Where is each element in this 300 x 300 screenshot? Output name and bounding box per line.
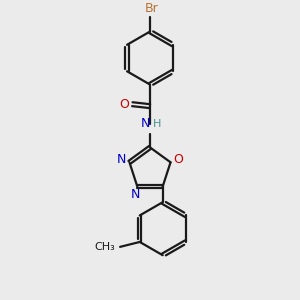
Text: N: N xyxy=(117,153,126,166)
Text: CH₃: CH₃ xyxy=(94,242,115,252)
Text: O: O xyxy=(119,98,129,111)
Text: N: N xyxy=(131,188,140,201)
Text: N: N xyxy=(140,117,150,130)
Text: O: O xyxy=(173,153,183,166)
Text: Br: Br xyxy=(145,2,159,15)
Text: H: H xyxy=(153,119,161,129)
